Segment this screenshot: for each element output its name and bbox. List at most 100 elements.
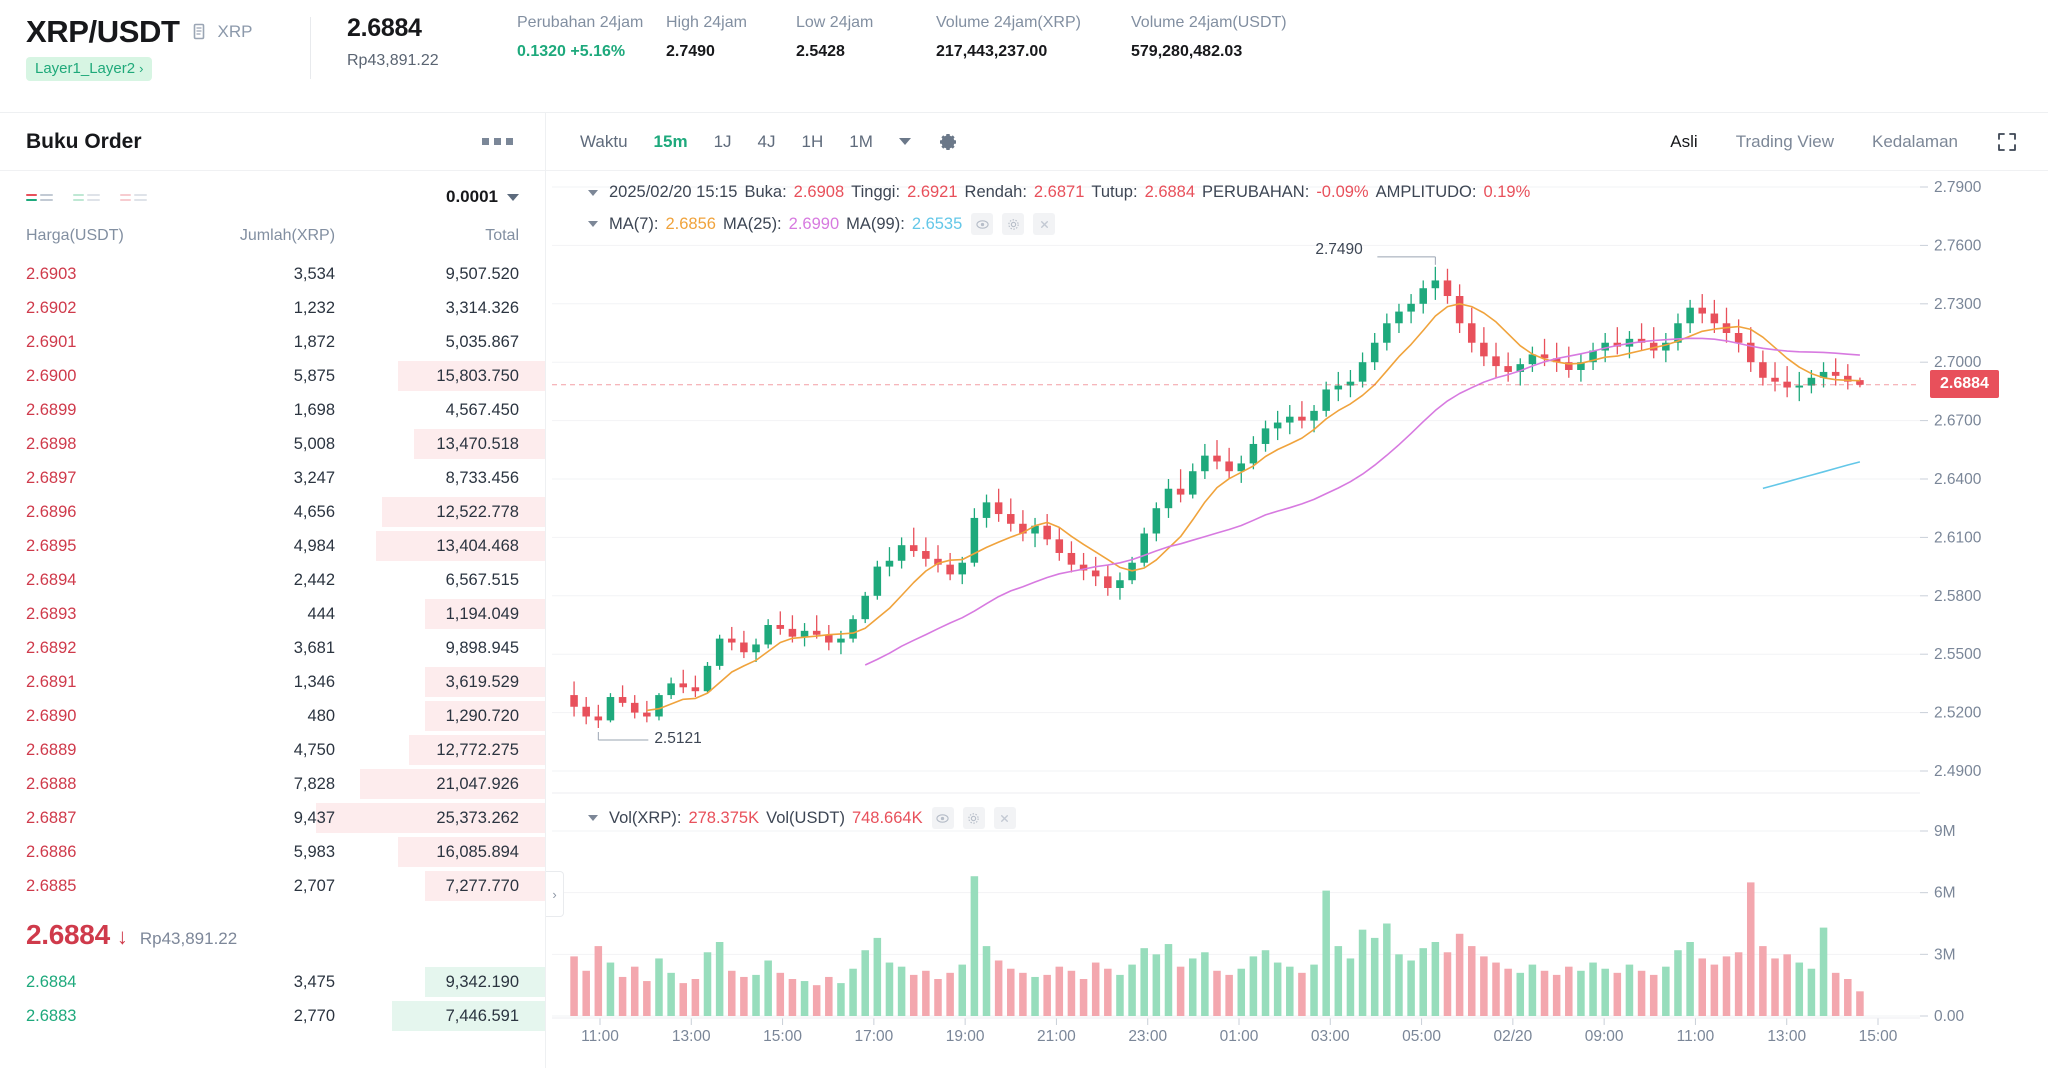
- ohlc-open-label: Buka:: [744, 183, 787, 201]
- row-price: 2.6888: [26, 774, 77, 793]
- order-book-panel: Buku Order: [0, 113, 546, 1068]
- row-amount: 5,875: [293, 366, 336, 385]
- last-trade-price: 2.6884: [26, 919, 110, 950]
- price-chart[interactable]: 2.7900 2.7600 2.7300 2.7000 2.6700 2.6400 2.61…: [546, 171, 2048, 1068]
- chart-tab-trading-view[interactable]: Trading View: [1735, 131, 1834, 151]
- chart-tab-asli[interactable]: Asli: [1670, 131, 1698, 151]
- svg-text:19:00: 19:00: [946, 1028, 985, 1045]
- chart-drag-handle[interactable]: ›: [546, 871, 564, 917]
- stat-value: 0.1320 +5.16%: [517, 43, 626, 60]
- order-book-row[interactable]: 2.6885 2,707 7,277.770: [0, 869, 545, 903]
- depth-bar: [316, 803, 545, 833]
- both-depth-icon[interactable]: [26, 193, 53, 201]
- collapse-icon[interactable]: [588, 189, 598, 196]
- low-marker-label: 2.5121: [654, 729, 702, 747]
- stat-label: Low 24jam: [796, 14, 874, 31]
- order-book-row[interactable]: 2.6890 480 1,290.720: [0, 699, 545, 733]
- row-amount: 2,442: [293, 570, 336, 589]
- order-book-row[interactable]: 2.6902 1,232 3,314.326: [0, 291, 545, 325]
- timeframe-1H[interactable]: 1H: [801, 131, 824, 151]
- asks-depth-icon[interactable]: [120, 193, 147, 201]
- eye-icon[interactable]: [931, 807, 954, 829]
- row-total: 21,047.926: [436, 774, 519, 793]
- order-book-row[interactable]: 2.6891 1,346 3,619.529: [0, 665, 545, 699]
- row-price: 2.6898: [26, 434, 77, 453]
- timeframe-4J[interactable]: 4J: [757, 131, 776, 151]
- row-amount: 5,008: [293, 434, 336, 453]
- order-book-row[interactable]: 2.6884 3,475 9,342.190: [0, 965, 545, 999]
- collapse-icon[interactable]: [588, 815, 598, 821]
- order-book-row[interactable]: 2.6897 3,247 8,733.456: [0, 461, 545, 495]
- row-price: 2.6892: [26, 638, 77, 657]
- eye-icon[interactable]: [971, 213, 994, 235]
- order-book-row[interactable]: 2.6893 444 1,194.049: [0, 597, 545, 631]
- depth-bar: [381, 497, 545, 527]
- vol-xrp-label: Vol(XRP):: [609, 808, 682, 827]
- svg-text:2.7300: 2.7300: [1934, 296, 1982, 313]
- row-price: 2.6900: [26, 366, 77, 385]
- column-header-amount: Jumlah(XRP): [239, 227, 336, 244]
- order-book-row[interactable]: 2.6889 4,750 12,772.275: [0, 733, 545, 767]
- close-icon[interactable]: [993, 807, 1016, 829]
- order-book-row[interactable]: 2.6888 7,828 21,047.926: [0, 767, 545, 801]
- row-amount: 7,828: [293, 774, 336, 793]
- gear-icon[interactable]: [1002, 213, 1025, 235]
- row-amount: 1,232: [293, 298, 336, 317]
- ohlc-high-label: Tinggi:: [851, 183, 901, 201]
- svg-text:09:00: 09:00: [1585, 1028, 1624, 1045]
- order-book-row[interactable]: 2.6886 5,983 16,085.894: [0, 835, 545, 869]
- chart-tab-kedalaman[interactable]: Kedalaman: [1871, 131, 1958, 151]
- row-amount: 2,707: [293, 876, 336, 895]
- row-price: 2.6886: [26, 842, 77, 861]
- gear-icon[interactable]: [962, 807, 985, 829]
- row-total: 7,446.591: [445, 1006, 519, 1025]
- svg-text:6M: 6M: [1934, 885, 1956, 902]
- bid-rows: 2.6884 3,475 9,342.190 2.6883 2,770 7,446.591: [0, 965, 545, 1033]
- expand-icon[interactable]: [1996, 131, 2018, 153]
- order-book-row[interactable]: 2.6895 4,984 13,404.468: [0, 529, 545, 563]
- order-book-row[interactable]: 2.6901 1,872 5,035.867: [0, 325, 545, 359]
- depth-bar: [425, 667, 545, 697]
- timeframe-1M[interactable]: 1M: [849, 131, 873, 151]
- order-book-row[interactable]: 2.6883 2,770 7,446.591: [0, 999, 545, 1033]
- row-amount: 3,247: [293, 468, 336, 487]
- chevron-right-icon: ›: [139, 61, 144, 76]
- tick-size-selector[interactable]: 0.0001: [446, 187, 519, 207]
- order-book-row[interactable]: 2.6903 3,534 9,507.520: [0, 257, 545, 291]
- copy-icon[interactable]: [191, 23, 207, 42]
- last-price-block: 2.6884 Rp43,891.22: [311, 14, 481, 70]
- stat-value: 217,443,237.00: [936, 43, 1048, 60]
- timeframe-list: 15m 1J 4J 1H 1M: [654, 132, 873, 152]
- high-marker-label: 2.7490: [1315, 240, 1363, 258]
- order-book-row[interactable]: 2.6898 5,008 13,470.518: [0, 427, 545, 461]
- row-price: 2.6895: [26, 536, 77, 555]
- order-book-row[interactable]: 2.6894 2,442 6,567.515: [0, 563, 545, 597]
- header-divider: [310, 17, 311, 79]
- row-price: 2.6901: [26, 332, 77, 351]
- svg-text:13:00: 13:00: [672, 1028, 711, 1045]
- bids-depth-icon[interactable]: [73, 193, 100, 201]
- row-price: 2.6889: [26, 740, 77, 759]
- ma25-label: MA(25):: [722, 214, 782, 233]
- timeframe-1J[interactable]: 1J: [713, 131, 732, 151]
- timeframe-15m[interactable]: 15m: [653, 131, 688, 151]
- order-book-row[interactable]: 2.6896 4,656 12,522.778: [0, 495, 545, 529]
- row-amount: 2,770: [293, 1006, 336, 1025]
- order-book-row[interactable]: 2.6892 3,681 9,898.945: [0, 631, 545, 665]
- depth-bar: [425, 967, 545, 997]
- collapse-icon[interactable]: [588, 221, 598, 227]
- order-book-column-headers: Harga(USDT) Jumlah(XRP) Total: [0, 223, 545, 257]
- time-label: Waktu: [580, 131, 628, 151]
- row-total: 6,567.515: [445, 570, 519, 589]
- ohlc-low-label: Rendah:: [964, 183, 1027, 201]
- close-icon[interactable]: [1033, 213, 1056, 235]
- order-book-row[interactable]: 2.6899 1,698 4,567.450: [0, 393, 545, 427]
- order-book-row[interactable]: 2.6900 5,875 15,803.750: [0, 359, 545, 393]
- gear-icon[interactable]: [937, 131, 959, 153]
- more-horizontal-icon[interactable]: [476, 132, 519, 151]
- row-price: 2.6894: [26, 570, 77, 589]
- stat-label: Volume 24jam(XRP): [936, 14, 1081, 31]
- layer-tag[interactable]: Layer1_Layer2 ›: [26, 57, 153, 81]
- order-book-row[interactable]: 2.6887 9,437 25,373.262: [0, 801, 545, 835]
- chevron-down-icon[interactable]: [898, 138, 911, 145]
